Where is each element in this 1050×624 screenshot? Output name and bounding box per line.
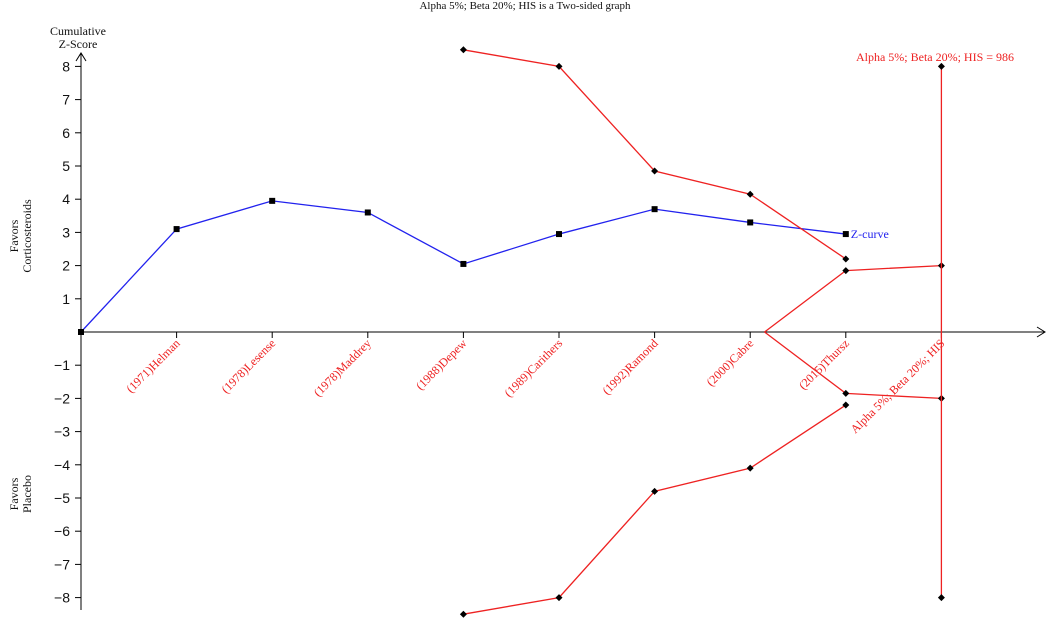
data-point-z-curve	[651, 206, 658, 213]
x-axis-arrow	[1036, 326, 1046, 338]
data-point-z-curve	[842, 231, 849, 238]
y-tick-label: 8	[62, 58, 70, 74]
y-tick-label: 2	[62, 258, 70, 274]
favors-corticosteroids-label-line: Corticosteroids	[20, 199, 34, 273]
data-point-boundary-2	[842, 401, 850, 409]
chart-title: Alpha 5%; Beta 20%; HIS is a Two-sided g…	[419, 0, 631, 12]
favors-corticosteroids-label: Favors Corticosteroids	[7, 199, 34, 273]
data-point-z-curve	[747, 219, 754, 226]
x-tick-label-group: (2015)Thursz	[796, 336, 852, 392]
y-tick-label: 5	[62, 158, 70, 174]
series-line-boundary-2	[463, 404, 847, 615]
x-tick-label: (1989)Carithers	[501, 336, 565, 400]
y-tick-label: 3	[62, 224, 70, 240]
x-tick-label: Alpha 5%; Beta 20%; HIS	[848, 336, 948, 436]
favors-placebo-label: Favors Placebo	[7, 475, 34, 513]
x-tick-label: (1971)Helman	[123, 336, 182, 395]
data-point-boundary-4	[842, 389, 850, 397]
his-line-label: Alpha 5%; Beta 20%; HIS = 986	[856, 50, 1014, 64]
y-tick-label: 4	[62, 191, 70, 207]
x-tick-label-group: (1989)Carithers	[501, 336, 565, 400]
data-point-z-curve	[78, 329, 84, 335]
x-tick-label-group: (2000)Cabre	[704, 336, 757, 389]
y-axis-arrow	[75, 52, 87, 62]
x-tick-label: (1978)Maddrey	[311, 336, 374, 399]
data-point-boundary-3	[842, 267, 850, 275]
y-tick-label: 7	[62, 92, 70, 108]
x-tick-label-group: (1978)Maddrey	[311, 336, 374, 399]
data-point-boundary-2	[746, 464, 754, 472]
favors-placebo-label-line: Placebo	[20, 475, 34, 513]
favors-corticosteroids-label-line: Favors	[7, 219, 21, 252]
favors-placebo-label-line: Favors	[7, 477, 21, 510]
data-point-z-curve	[173, 226, 180, 233]
y-axis-label-line: Cumulative	[50, 24, 106, 38]
data-point-z-curve	[364, 209, 371, 216]
y-tick-label: −7	[54, 556, 70, 572]
x-tick-label: (2015)Thursz	[796, 336, 852, 392]
data-point-z-curve	[269, 197, 276, 204]
data-point-z-curve	[460, 260, 467, 267]
y-tick-label: −4	[54, 457, 70, 473]
x-tick-label-group: (1971)Helman	[123, 336, 182, 395]
y-tick-label: −1	[54, 357, 70, 373]
y-tick-label: −5	[54, 490, 70, 506]
data-point-boundary-2	[651, 487, 659, 495]
y-tick-label: −6	[54, 523, 70, 539]
x-tick-label-group: (1992)Ramond	[599, 336, 660, 397]
data-point-boundary-1	[746, 190, 754, 198]
data-point-z-curve	[556, 231, 562, 238]
his-line-endpoint	[937, 594, 945, 602]
data-point-boundary-1	[459, 46, 467, 54]
data-point-boundary-1	[555, 62, 563, 70]
x-tick-label-group: (1988)Depew	[413, 336, 470, 393]
x-tick-label: (1988)Depew	[413, 336, 470, 393]
y-tick-label: 1	[62, 291, 70, 307]
series-label-z-curve: Z-curve	[851, 227, 889, 241]
y-tick-label: 6	[62, 125, 70, 141]
x-tick-label-group: (1978)Lesense	[218, 336, 278, 396]
y-tick-label: −3	[54, 424, 70, 440]
data-point-boundary-1	[651, 167, 659, 175]
x-tick-label-group: Alpha 5%; Beta 20%; HIS	[848, 336, 948, 436]
x-tick-label: (1978)Lesense	[218, 336, 278, 396]
data-point-boundary-2	[459, 610, 467, 618]
y-tick-label: −2	[54, 390, 70, 406]
his-line-endpoint	[937, 62, 945, 70]
data-point-boundary-1	[842, 255, 850, 263]
y-tick-label: −8	[54, 590, 70, 606]
x-tick-label: (2000)Cabre	[704, 336, 757, 389]
y-axis-label-line: Z-Score	[59, 37, 98, 51]
x-tick-label: (1992)Ramond	[599, 336, 660, 397]
data-point-boundary-2	[555, 594, 563, 602]
series-line-boundary-3	[764, 264, 942, 333]
